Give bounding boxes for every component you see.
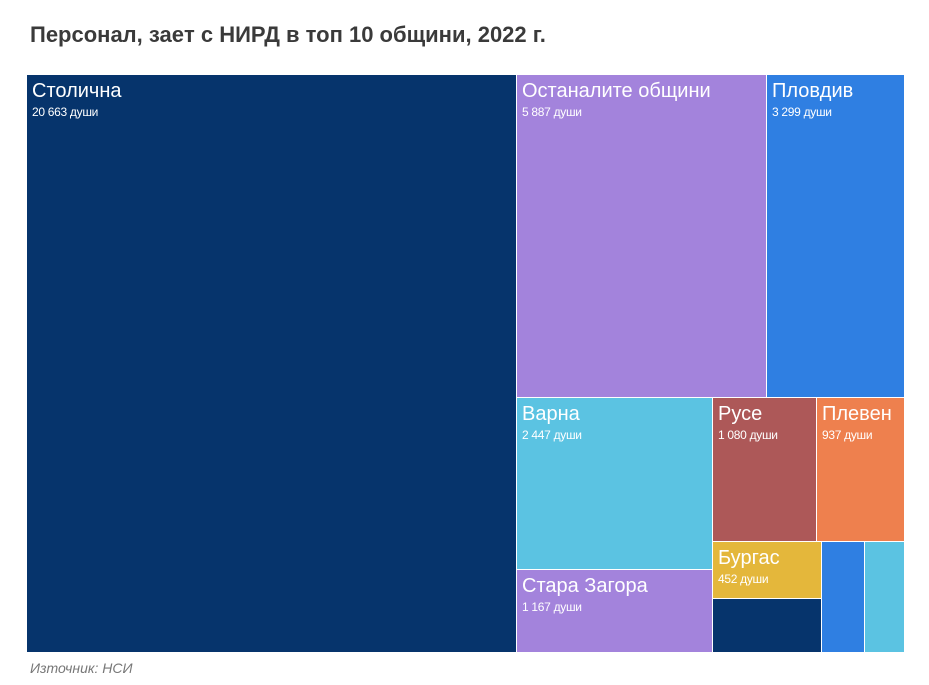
treemap-tile: Столична 20 663 души [27, 75, 517, 653]
tile-value: 937 души [822, 428, 873, 442]
tile-label: Плевен [822, 403, 892, 425]
tile-value: 5 887 души [522, 105, 582, 119]
treemap-tile: Плевен 937 души [817, 398, 905, 542]
treemap-tile [865, 542, 905, 653]
treemap-tile: Стара Загора 1 167 души [517, 570, 713, 653]
tile-label: Стара Загора [522, 575, 648, 597]
tile-value: 2 447 души [522, 428, 582, 442]
treemap-tile: Русе 1 080 души [713, 398, 817, 542]
treemap-tile: Варна 2 447 души [517, 398, 713, 570]
treemap-tile: Бургас 452 души [713, 542, 822, 599]
treemap-tile: Останалите общини 5 887 души [517, 75, 767, 398]
tile-value: 452 души [718, 572, 769, 586]
treemap-tile [713, 599, 822, 653]
tile-value: 20 663 души [32, 105, 99, 119]
tile-label: Пловдив [772, 80, 854, 102]
tile-label: Варна [522, 403, 580, 425]
tile-value: 1 167 души [522, 600, 582, 614]
treemap-tile: Пловдив 3 299 души [767, 75, 905, 398]
tile-label: Останалите общини [522, 80, 711, 102]
tile-label: Бургас [718, 547, 780, 569]
tile-label: Столична [32, 80, 122, 102]
tile-value: 3 299 души [772, 105, 832, 119]
tile-value: 1 080 души [718, 428, 778, 442]
chart-title: Персонал, заeт с НИРД в топ 10 общини, 2… [30, 22, 546, 47]
source-note: Източник: НСИ [30, 660, 133, 676]
treemap-tile [822, 542, 865, 653]
tile-label: Русе [718, 403, 763, 425]
